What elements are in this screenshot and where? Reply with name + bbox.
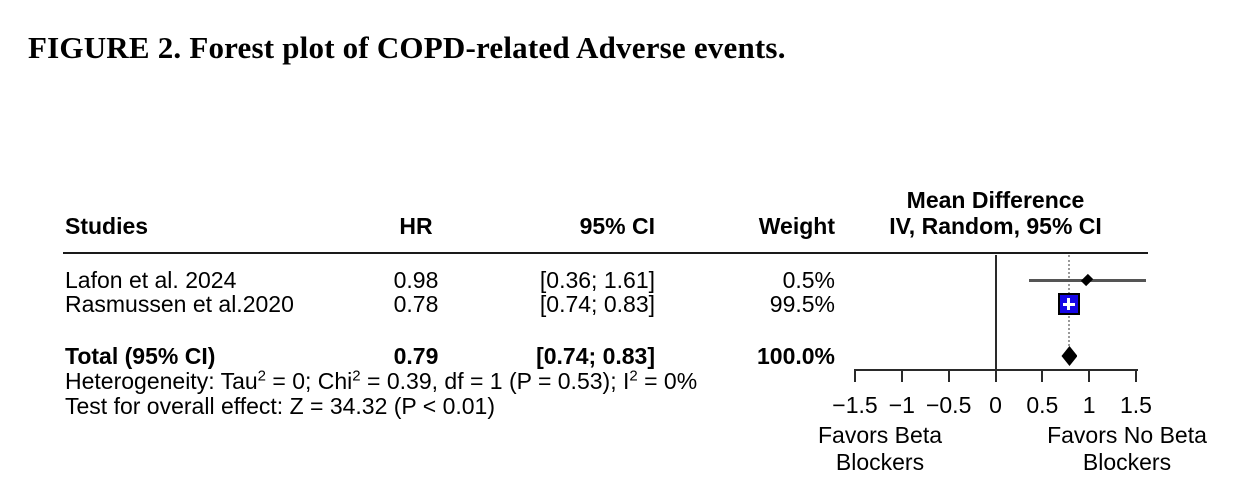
het-text: = 0; Chi <box>266 368 353 394</box>
study-ci: [0.36; 1.61] <box>539 267 655 293</box>
pooled-diamond <box>1061 346 1078 366</box>
axis-tick-label: 1.5 <box>1120 392 1152 418</box>
study-weight: 99.5% <box>769 291 835 317</box>
study-ci: [0.74; 0.83] <box>539 291 655 317</box>
axis-tick-label: 0 <box>989 392 1002 418</box>
favors-right-label: Favors No Beta Blockers <box>1047 422 1207 475</box>
axis-tick <box>900 369 903 382</box>
het-sup: 2 <box>629 367 638 385</box>
header-divider <box>63 252 1148 254</box>
axis-tick-label: −0.5 <box>925 392 972 418</box>
favors-left-label: Favors Beta Blockers <box>818 422 942 475</box>
heterogeneity-note: Heterogeneity: Tau2 = 0; Chi2 = 0.39, df… <box>65 368 697 395</box>
study-point-marker <box>1081 273 1094 287</box>
study-hr: 0.78 <box>393 291 439 317</box>
het-sup: 2 <box>352 367 361 385</box>
col-header-weight: Weight <box>758 213 835 239</box>
het-text: = 0% <box>637 368 698 394</box>
axis-tick <box>1041 369 1044 382</box>
study-weight: 0.5% <box>782 267 835 293</box>
zero-line <box>994 255 997 371</box>
axis-tick-label: −1 <box>888 392 915 418</box>
total-label: Total (95% CI) <box>65 343 216 369</box>
total-hr: 0.79 <box>393 343 439 369</box>
col-header-effect-line2: IV, Random, 95% CI <box>889 213 1102 239</box>
study-name: Lafon et al. 2024 <box>65 267 237 293</box>
het-text: Heterogeneity: Tau <box>65 368 258 394</box>
axis-tick <box>853 369 856 382</box>
axis-tick <box>947 369 950 382</box>
figure-title: FIGURE 2. Forest plot of COPD-related Ad… <box>28 30 786 65</box>
col-header-studies: Studies <box>65 213 149 239</box>
axis-tick-label: −1.5 <box>832 392 878 418</box>
plus-icon <box>1067 298 1071 310</box>
axis-tick-label: 1 <box>1082 392 1096 418</box>
het-sup: 2 <box>257 367 266 385</box>
axis-tick <box>1088 369 1091 382</box>
col-header-hr: HR <box>399 213 433 239</box>
axis-tick <box>994 369 997 382</box>
overall-effect-note: Test for overall effect: Z = 34.32 (P < … <box>65 393 495 419</box>
het-text: = 0.39, df = 1 (P = 0.53); I <box>360 368 630 394</box>
axis-tick <box>1135 369 1137 382</box>
axis-tick-label: 0.5 <box>1026 392 1059 418</box>
col-header-ci: 95% CI <box>579 213 655 239</box>
study-name: Rasmussen et al.2020 <box>65 291 294 317</box>
total-weight: 100.0% <box>756 343 835 369</box>
total-ci: [0.74; 0.83] <box>536 343 655 369</box>
col-header-effect-line1: Mean Difference <box>906 187 1085 213</box>
study-hr: 0.98 <box>393 267 439 293</box>
